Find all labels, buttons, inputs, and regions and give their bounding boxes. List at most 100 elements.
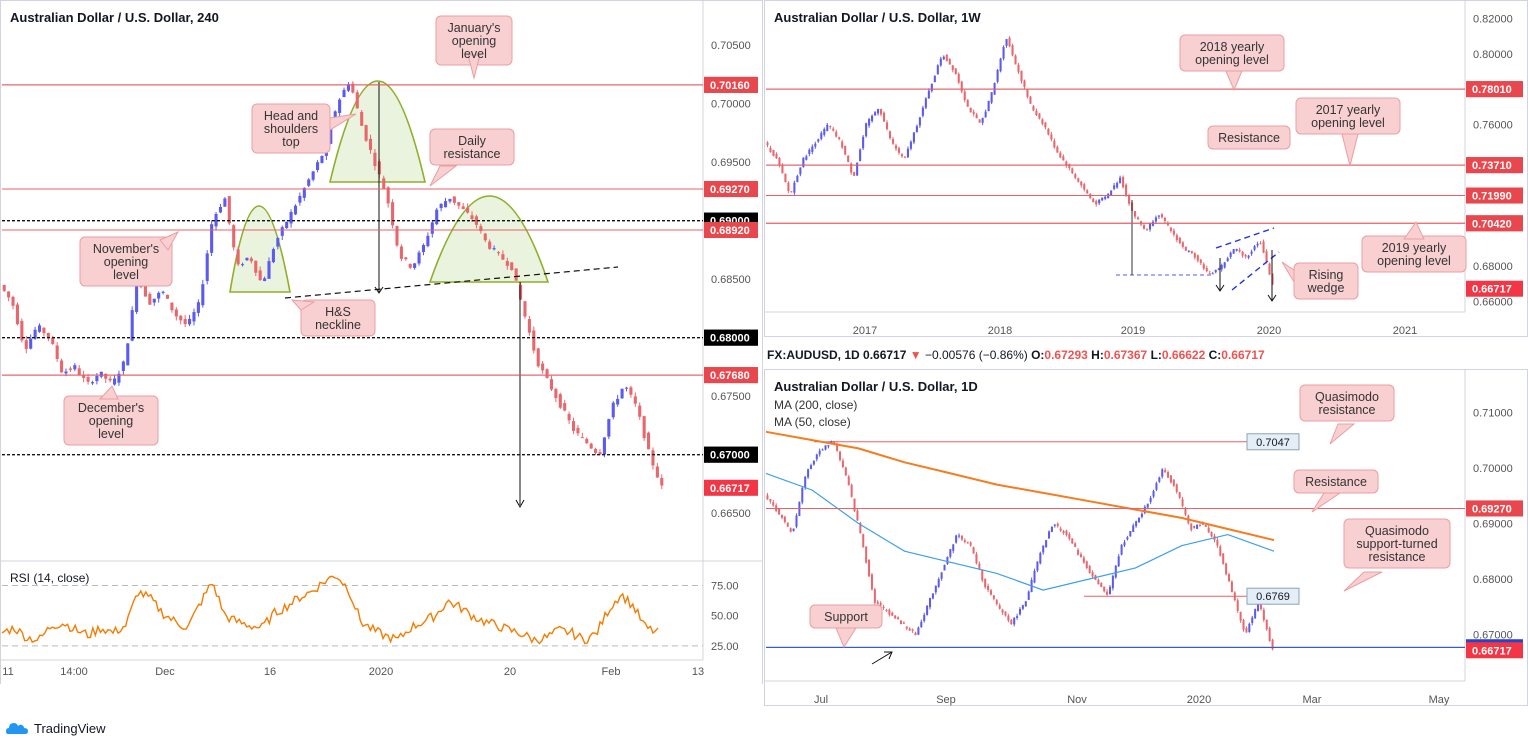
candle-body <box>474 216 478 225</box>
candle-body <box>1216 539 1219 546</box>
candle-body <box>1184 508 1187 515</box>
candle-body <box>1125 184 1128 196</box>
note-daily-res-label: Daily resistance <box>444 134 501 161</box>
candle-body <box>571 421 576 431</box>
candle-body <box>1238 249 1241 252</box>
note-wedge-label: Rising wedge <box>1307 268 1345 295</box>
candle-body <box>1134 211 1137 217</box>
candle-body <box>826 124 829 132</box>
candle-body <box>121 361 125 371</box>
candle-body <box>1248 623 1251 632</box>
candle-body <box>873 589 876 603</box>
candle-body <box>1011 45 1014 56</box>
time-tick-label: Sep <box>936 694 956 706</box>
candle-body <box>870 574 873 590</box>
candle-body <box>1135 521 1138 527</box>
price-tag-text: 0.78010 <box>1472 84 1512 96</box>
candle-body <box>214 214 218 227</box>
candle-body <box>1196 255 1199 261</box>
note-support-tail <box>835 627 857 649</box>
candle-body <box>1211 273 1214 275</box>
candle-body <box>1262 609 1265 621</box>
candle-body <box>373 152 377 167</box>
candle-body <box>1262 241 1265 253</box>
candle-body <box>1227 574 1231 582</box>
candle-body <box>958 535 961 537</box>
candle-body <box>1190 251 1193 254</box>
candle-body <box>210 224 214 253</box>
candle-body <box>519 284 523 300</box>
candle-body <box>1074 543 1077 547</box>
candle-body <box>580 437 584 439</box>
candle-body <box>853 172 856 176</box>
price-tag <box>1466 215 1523 232</box>
time-tick-label: 2017 <box>853 325 877 337</box>
candle-body <box>906 148 909 158</box>
candle-body <box>660 477 664 486</box>
candle-body <box>1029 96 1032 104</box>
candle-body <box>554 388 558 399</box>
candle-body <box>196 302 200 313</box>
candle-body <box>1271 639 1274 650</box>
candle-body <box>862 136 865 149</box>
note-2018-tail <box>1225 70 1243 92</box>
candle-body <box>996 69 999 82</box>
candle-body <box>1038 113 1041 119</box>
candle-body <box>1229 252 1232 257</box>
panel-border <box>0 0 763 684</box>
footer-brand: TradingView <box>34 720 106 736</box>
price-tag-text: 0.66717 <box>1472 284 1512 296</box>
candle-body <box>1056 146 1059 153</box>
rsi-tick-label: 25.00 <box>711 641 739 653</box>
candle-body <box>1065 161 1068 166</box>
candle-body <box>936 65 939 75</box>
candle-body <box>254 260 258 273</box>
time-tick-label: 20 <box>504 666 516 678</box>
daily-chart[interactable]: Australian Dollar / U.S. Dollar, 1D MA (2… <box>764 369 1528 712</box>
candle-body <box>786 522 789 527</box>
candle-body <box>790 191 793 193</box>
candle-body <box>818 450 821 455</box>
candle-body <box>633 396 637 404</box>
candle-body <box>1059 528 1062 531</box>
candle-body <box>501 254 505 260</box>
weekly-chart[interactable]: Australian Dollar / U.S. Dollar, 1W 0.780… <box>764 0 1528 343</box>
candle-body <box>1007 615 1010 621</box>
candle-body <box>1239 612 1242 621</box>
candle-body <box>984 578 987 588</box>
candle-body <box>104 373 108 379</box>
candle-body <box>948 59 951 65</box>
candle-body <box>926 605 929 615</box>
candle-body <box>1068 534 1071 539</box>
h4-chart[interactable]: Australian Dollar / U.S. Dollar, 240 0.70… <box>0 0 763 684</box>
candle-body <box>943 564 946 571</box>
candle-body <box>285 221 289 229</box>
candle-body <box>258 270 262 281</box>
candle-body <box>338 99 342 113</box>
ohlc-open: 0.67293 <box>1044 348 1088 362</box>
candle-body <box>894 615 897 619</box>
price-tick-label: 0.69000 <box>1473 518 1513 530</box>
candle-body <box>99 371 103 377</box>
candle-body <box>289 211 293 224</box>
candle-body <box>1230 581 1233 593</box>
candle-body <box>1088 565 1091 573</box>
candle-body <box>987 100 990 112</box>
candle-body <box>1172 479 1175 486</box>
candle-body <box>1167 472 1170 478</box>
candle-body <box>1059 152 1062 158</box>
candle-body <box>585 438 589 444</box>
candle-body <box>1158 477 1161 482</box>
candle-body <box>882 112 886 122</box>
candle-body <box>298 195 302 203</box>
candle-body <box>1079 554 1082 558</box>
note-daily-res-tail <box>429 165 458 187</box>
candle-body <box>629 387 633 395</box>
price-tag <box>704 367 758 384</box>
time-tick-label: 2018 <box>988 325 1012 337</box>
candle-body <box>1044 122 1047 128</box>
candle-body <box>897 148 901 153</box>
candle-body <box>880 109 883 115</box>
candle-body <box>1157 215 1160 217</box>
candle-body <box>316 162 320 171</box>
